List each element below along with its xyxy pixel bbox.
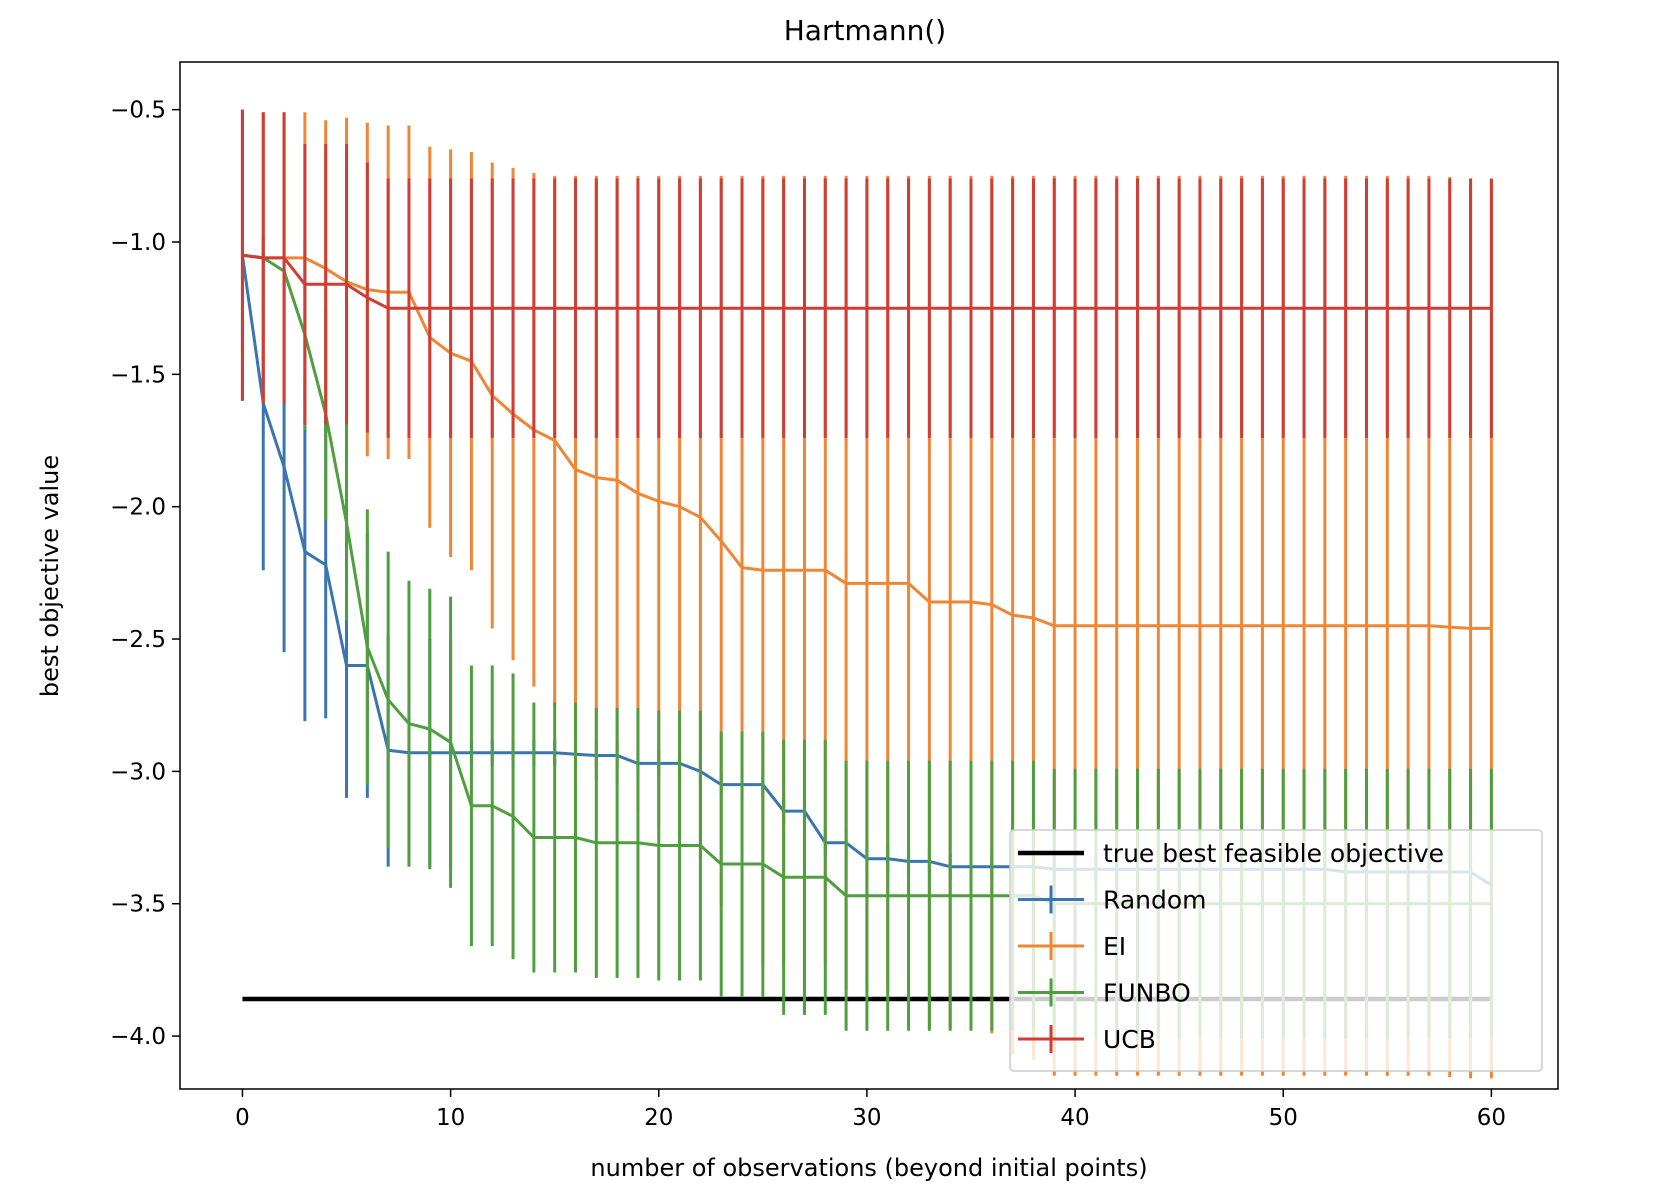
legend-item-true-best-feasible-objective: true best feasible objective bbox=[1018, 839, 1444, 868]
x-tick-label: 0 bbox=[235, 1105, 250, 1131]
x-tick-label: 50 bbox=[1269, 1105, 1298, 1131]
y-axis-label: best objective value bbox=[36, 455, 64, 697]
x-tick-label: 40 bbox=[1060, 1105, 1089, 1131]
x-axis-label: number of observations (beyond initial p… bbox=[590, 1154, 1147, 1182]
legend-item-random: Random bbox=[1018, 885, 1207, 915]
legend-label: FUNBO bbox=[1103, 979, 1191, 1008]
y-tick-label: −3.0 bbox=[110, 759, 166, 785]
series-line-ucb bbox=[242, 253, 1492, 310]
x-tick-label: 30 bbox=[852, 1105, 881, 1131]
legend-label: Random bbox=[1103, 886, 1207, 915]
chart-title: Hartmann() bbox=[784, 14, 946, 47]
y-tick-label: −2.0 bbox=[110, 495, 166, 521]
y-tick-label: −1.5 bbox=[110, 362, 166, 388]
y-tick-label: −2.5 bbox=[110, 627, 166, 653]
legend-label: EI bbox=[1103, 932, 1126, 961]
x-tick-label: 60 bbox=[1477, 1105, 1506, 1131]
y-tick-label: −4.0 bbox=[110, 1024, 166, 1050]
plot-frame bbox=[179, 61, 1559, 1090]
legend-item-ucb: UCB bbox=[1018, 1025, 1156, 1054]
x-tick-label: 20 bbox=[644, 1105, 673, 1131]
legend-label: true best feasible objective bbox=[1103, 839, 1444, 868]
y-tick-label: −0.5 bbox=[110, 98, 166, 124]
y-tick-label: −1.0 bbox=[110, 230, 166, 256]
legend-item-funbo: FUNBO bbox=[1018, 978, 1191, 1008]
x-tick-label: 10 bbox=[436, 1105, 465, 1131]
y-tick-label: −3.5 bbox=[110, 892, 166, 918]
legend: true best feasible objective Random EI FUNB… bbox=[1009, 829, 1543, 1072]
series-ucb bbox=[240, 109, 1493, 438]
legend-item-ei: EI bbox=[1018, 932, 1126, 961]
x-ticks: 0 10 20 30 40 50 60 bbox=[235, 1089, 1506, 1131]
legend-box bbox=[1009, 829, 1543, 1072]
legend-label: UCB bbox=[1103, 1025, 1156, 1054]
legend-items: true best feasible objective Random EI FUNB… bbox=[1018, 839, 1444, 1054]
y-ticks: −0.5 −1.0 −1.5 −2.0 −2.5 −3.0 −3.5 −4.0 bbox=[110, 98, 180, 1050]
